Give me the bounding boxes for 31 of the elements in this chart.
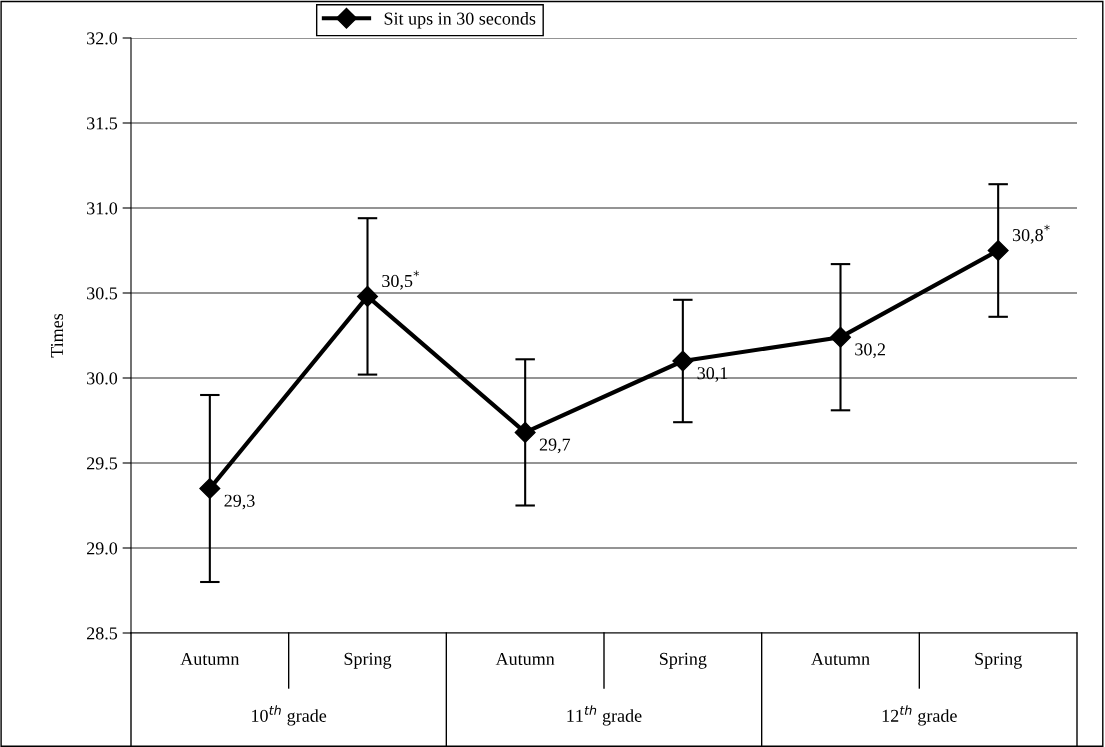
point — [356, 285, 379, 307]
data-label: 30,5$^{*}$ — [382, 270, 420, 290]
data-label: 30,2 — [855, 343, 885, 359]
text: 10$^{th}$ grade — [252, 705, 327, 726]
x-tick-label: Autumn — [811, 652, 870, 666]
x-tick-label: Spring — [975, 652, 1022, 669]
y-tick-label: 32.0 — [87, 32, 118, 45]
x-tick-label: Spring — [659, 652, 707, 669]
y-tick-label: 28.5 — [87, 627, 118, 640]
y-tick-label: 29.0 — [87, 542, 118, 555]
legend-label: Sit ups in 30 seconds — [384, 12, 536, 29]
data-label: 30,8$^{*}$ — [1012, 224, 1050, 244]
y-tick-label: 30.0 — [87, 372, 118, 385]
text: 11$^{th}$ grade — [567, 705, 642, 726]
point — [987, 239, 1009, 262]
point — [672, 350, 694, 372]
y-tick-label: 30.5 — [87, 287, 118, 300]
y-tick-label: 31.5 — [87, 117, 118, 130]
y-axis-title: Times — [50, 313, 64, 358]
y-tick-label: 29.5 — [87, 457, 118, 470]
data-label: 29,7 — [539, 438, 571, 454]
point — [829, 326, 852, 348]
data-label: 29,3 — [224, 494, 255, 510]
text: 12$^{th}$ grade — [882, 705, 957, 726]
x-tick-label: Autumn — [180, 652, 240, 666]
x-tick-label: Autumn — [495, 652, 555, 666]
y-tick-label: 31.0 — [87, 202, 118, 215]
point — [199, 477, 221, 500]
point — [514, 421, 536, 443]
x-tick-label: Spring — [344, 652, 392, 669]
data-label: 30,1 — [697, 367, 728, 382]
